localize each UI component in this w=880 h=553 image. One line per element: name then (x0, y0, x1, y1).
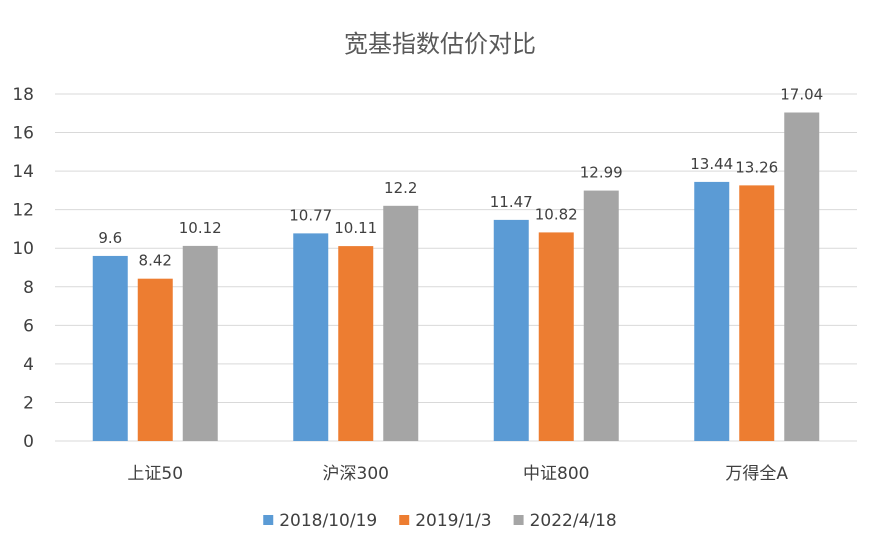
y-axis-ticks: 0 2 4 6 8 10 12 14 16 18 (12, 85, 34, 452)
y-tick-label: 18 (12, 85, 34, 105)
bar (293, 233, 329, 441)
legend-label: 2019/1/3 (415, 511, 491, 531)
category-label: 万得全A (725, 464, 788, 484)
legend-item: 2019/1/3 (399, 511, 492, 531)
data-label: 9.6 (98, 229, 122, 247)
data-label: 11.47 (490, 193, 533, 211)
data-label: 10.77 (289, 206, 332, 224)
gridlines (55, 93, 857, 442)
data-label: 10.11 (334, 219, 377, 237)
category-label: 沪深300 (323, 464, 389, 484)
legend-swatch (513, 515, 524, 525)
bar (137, 278, 173, 441)
bar (493, 219, 529, 441)
bar (583, 190, 619, 441)
bar (338, 246, 374, 441)
legend-item: 2018/10/19 (263, 511, 377, 531)
data-label: 13.26 (735, 158, 778, 176)
category-labels: 上证50 沪深300 中证800 万得全A (127, 464, 788, 484)
y-tick-label: 6 (23, 316, 34, 336)
y-tick-label: 4 (23, 355, 34, 375)
legend-item: 2022/4/18 (513, 511, 617, 531)
y-tick-label: 12 (12, 201, 34, 221)
data-label: 17.04 (780, 86, 823, 104)
bar (383, 205, 419, 441)
legend-swatch (263, 515, 274, 525)
y-tick-label: 0 (23, 432, 34, 452)
category-label: 上证50 (127, 464, 183, 484)
data-label: 10.12 (179, 219, 222, 237)
y-tick-label: 14 (12, 162, 34, 182)
data-label: 10.82 (535, 205, 578, 223)
bar (784, 112, 820, 442)
legend-swatch (399, 515, 410, 525)
legend-label: 2018/10/19 (279, 511, 377, 531)
chart-title: 宽基指数估价对比 (344, 30, 536, 58)
bar (182, 245, 218, 441)
legend: 2018/10/19 2019/1/3 2022/4/18 (263, 511, 617, 531)
y-tick-label: 16 (12, 124, 34, 144)
bar (538, 232, 574, 441)
y-tick-label: 10 (12, 239, 34, 259)
legend-label: 2022/4/18 (530, 511, 617, 531)
bar (739, 185, 775, 441)
bar (92, 255, 128, 441)
category-label: 中证800 (523, 464, 589, 484)
y-tick-label: 2 (23, 393, 34, 413)
data-label: 12.99 (580, 164, 623, 182)
data-label: 13.44 (690, 155, 733, 173)
data-label: 12.2 (384, 179, 417, 197)
bar (694, 181, 730, 441)
data-label: 8.42 (139, 252, 172, 270)
y-tick-label: 8 (23, 278, 34, 298)
bars (92, 112, 820, 442)
